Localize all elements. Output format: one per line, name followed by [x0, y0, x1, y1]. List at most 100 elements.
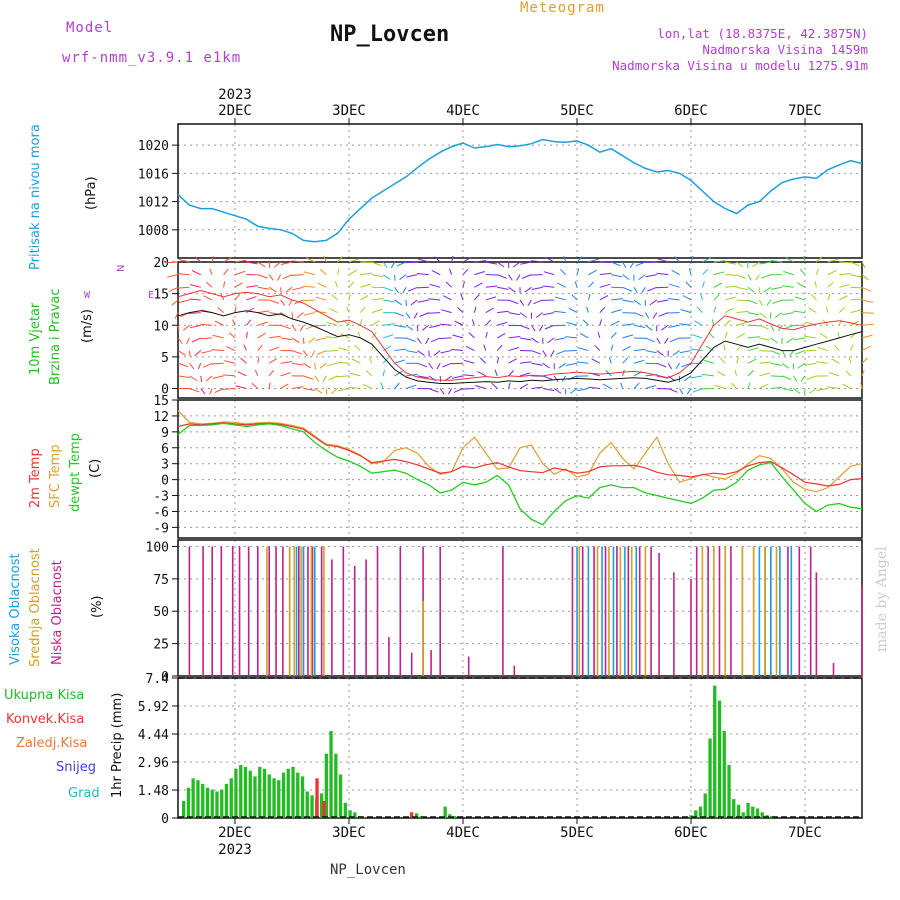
wind-barb [620, 382, 624, 389]
compass-west: W [84, 290, 91, 301]
xtick-bottom-label-5: 7DEC [788, 825, 822, 841]
wind-barb [747, 382, 751, 389]
wind-barb [599, 306, 606, 313]
wind-barb [759, 350, 772, 352]
precip-bar [182, 801, 186, 818]
wind-barb [608, 357, 612, 364]
wind-barb [337, 388, 350, 392]
wind-barb [547, 337, 555, 344]
wind-barb [586, 306, 589, 313]
wind-barb [348, 281, 355, 288]
wind-barb [280, 324, 291, 330]
precip-bar [732, 799, 736, 818]
wind-barb [235, 385, 247, 389]
wind-barb [656, 299, 669, 303]
wind-barb [171, 299, 179, 306]
wind-barb [691, 375, 703, 379]
wind-barb [736, 344, 743, 351]
wind-barb [688, 268, 692, 275]
wind-barb [599, 261, 612, 263]
wind-barb [257, 357, 260, 364]
wind-barb [189, 375, 198, 382]
wind-barb [257, 286, 270, 290]
wind-barb [565, 362, 578, 366]
wind-barb [191, 337, 202, 343]
wind-barb [656, 272, 669, 276]
wind-barb [645, 274, 657, 278]
wind-barb [200, 375, 203, 382]
xtick-top-label-1: 3DEC [332, 103, 366, 119]
wind-barb [556, 350, 566, 355]
wind-barb [656, 350, 664, 356]
wind-barb [599, 295, 609, 301]
meteogram-label: Meteogram [520, 0, 605, 16]
wind-barb [280, 361, 293, 364]
wind-barb [177, 362, 189, 368]
wind-barb [736, 357, 740, 364]
wind-barb [186, 337, 190, 345]
wind-barb [686, 388, 692, 395]
wind-barb [702, 373, 714, 377]
wind-barb [668, 388, 678, 393]
wind-barb [251, 382, 259, 389]
wind-barb [382, 274, 391, 280]
precip-bar [186, 787, 191, 818]
ytick-label-2-2: -3 [153, 490, 169, 505]
wind-barb [408, 286, 418, 292]
wind-barb [209, 388, 213, 395]
wind-barb [668, 324, 680, 328]
wind-barb [661, 324, 669, 331]
precip-bar [286, 768, 290, 818]
pressure-line [177, 138, 863, 243]
wind-barb [337, 268, 340, 275]
wind-barb [189, 284, 201, 288]
wind-barb [303, 388, 315, 391]
wind-barb [280, 383, 289, 389]
wind-barb [428, 362, 434, 370]
wind-barb [622, 345, 632, 351]
wind-barb [189, 388, 200, 393]
wind-barb [269, 346, 280, 352]
wind-barb [641, 287, 646, 294]
wind-barb [277, 274, 282, 281]
precip-bar [215, 791, 219, 818]
precip-bar [736, 804, 741, 818]
ytick-label-2-7: 12 [153, 410, 169, 425]
wind-barb [425, 337, 430, 344]
wind-barb [645, 350, 657, 354]
wind-barb [795, 350, 806, 355]
wind-barb [326, 322, 338, 326]
ytick-label-4-5: 7.4 [146, 672, 170, 687]
wind-barb [394, 370, 403, 377]
wind-barb [468, 332, 475, 339]
wind-barb [246, 261, 258, 265]
precip-bar [694, 810, 698, 818]
wind-barb [553, 310, 566, 314]
wind-barb [428, 312, 441, 314]
wind-barb [550, 350, 555, 357]
wind-barb [588, 386, 600, 390]
wind-barb [708, 332, 715, 339]
wind-barb [417, 375, 429, 379]
wind-barb [285, 286, 293, 293]
wind-barb [731, 382, 737, 389]
wind-barb [508, 347, 520, 352]
wind-barb [212, 375, 224, 379]
wind-barb [439, 388, 445, 395]
wind-barb [177, 273, 190, 276]
wind-barb [694, 320, 703, 326]
wind-barb [861, 312, 874, 314]
wind-speed-line [177, 310, 863, 384]
wind-barb [519, 337, 532, 341]
ytick-label-2-5: 6 [161, 442, 169, 457]
conv-precip-bar [410, 812, 414, 818]
wind-barb [282, 274, 293, 280]
wind-barb [796, 282, 806, 288]
wind-barb [611, 274, 623, 278]
precip-bar [329, 731, 333, 818]
wind-barb [716, 370, 726, 377]
wind-barb [781, 362, 790, 369]
ytick-label-2-8: 15 [153, 394, 169, 409]
wind-barb [671, 269, 680, 276]
wind-barb [683, 375, 692, 382]
